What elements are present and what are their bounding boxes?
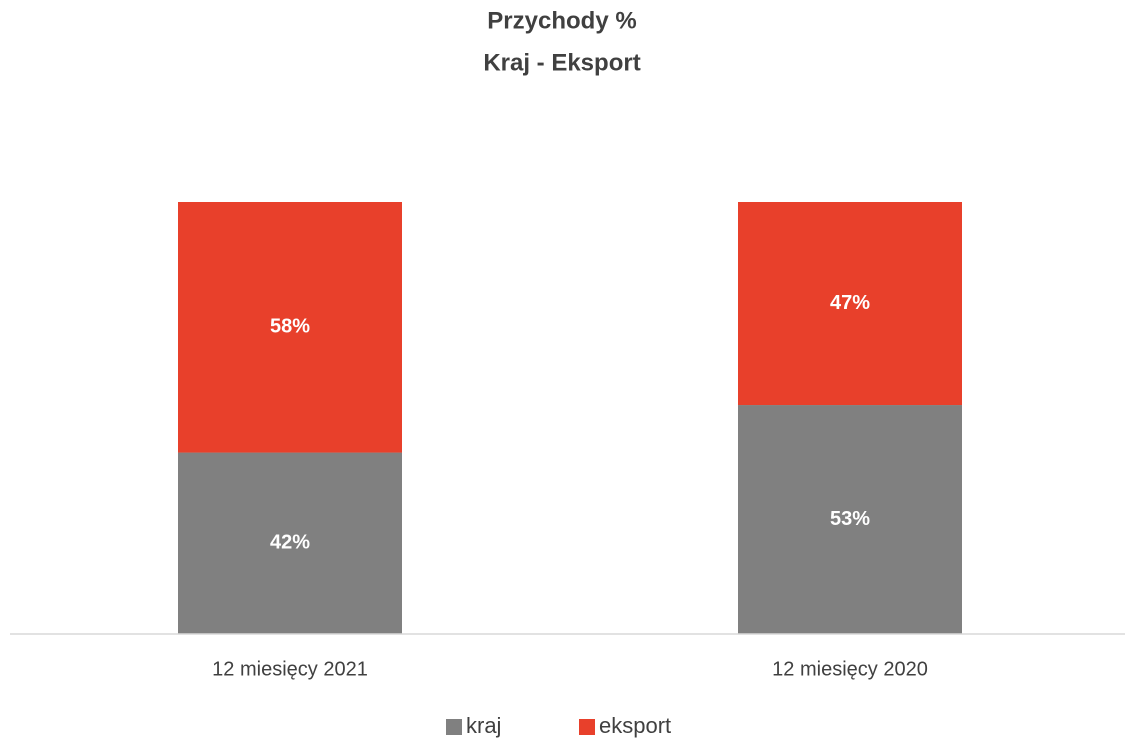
legend-swatch	[446, 719, 462, 735]
x-tick-label: 12 miesięcy 2020	[772, 658, 928, 680]
bar-segment	[738, 405, 962, 634]
legend-label: eksport	[599, 713, 671, 738]
bar-segment	[178, 202, 402, 453]
legend-label: kraj	[466, 713, 501, 738]
legend-swatch	[579, 719, 595, 735]
chart-title: Przychody %	[487, 7, 636, 34]
data-label: 47%	[830, 292, 870, 314]
data-label: 42%	[270, 532, 310, 554]
x-tick-label: 12 miesięcy 2021	[212, 658, 368, 680]
chart-subtitle: Kraj - Eksport	[483, 49, 640, 76]
bar-segment	[178, 452, 402, 634]
data-label: 53%	[830, 508, 870, 530]
data-label: 58%	[270, 316, 310, 338]
bar-segment	[738, 202, 962, 406]
